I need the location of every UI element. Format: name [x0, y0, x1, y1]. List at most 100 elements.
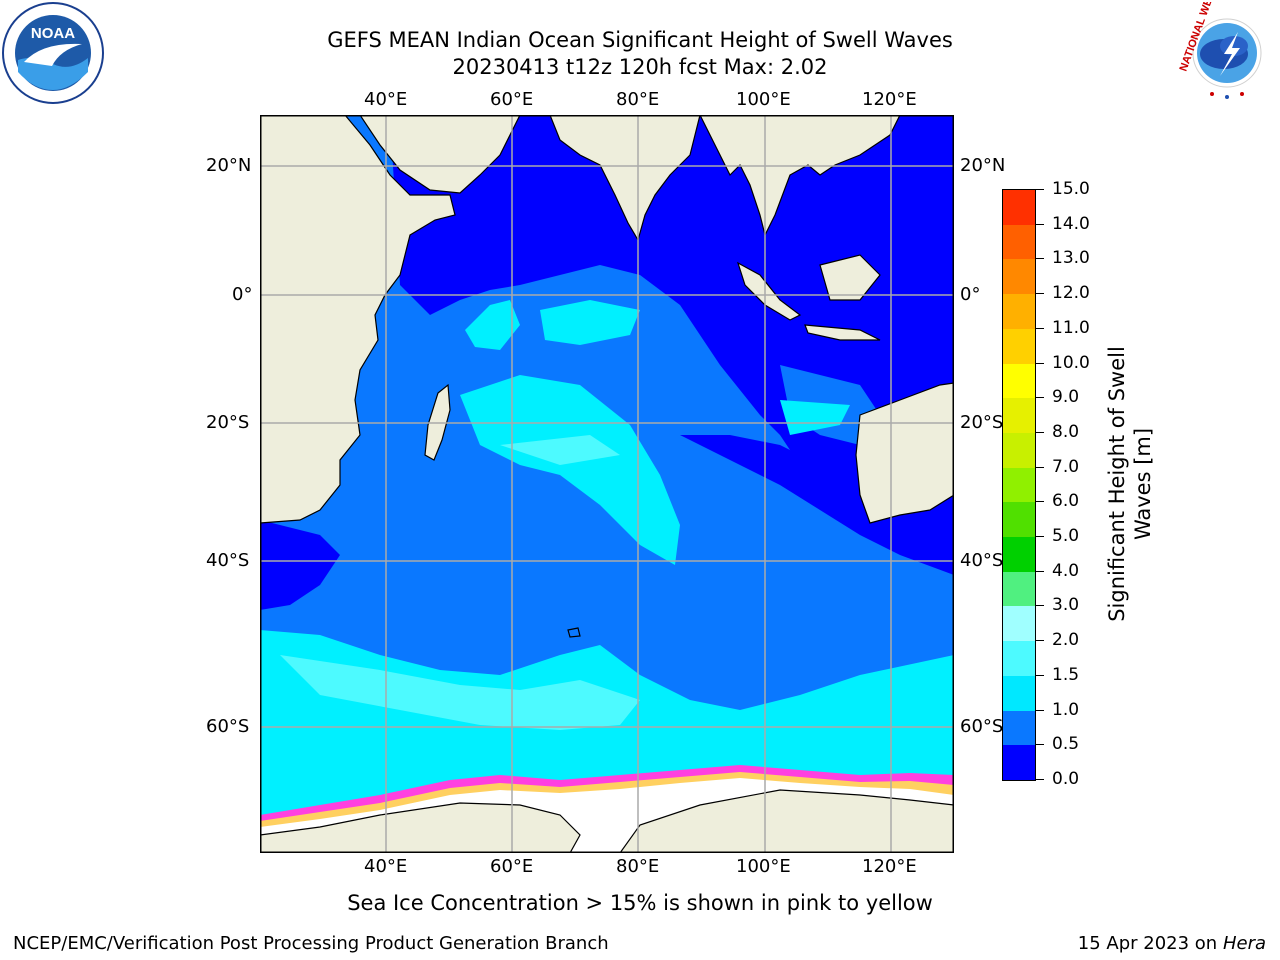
- colorbar-segment: [1003, 745, 1035, 780]
- colorbar-tick-label: 14.0: [1052, 213, 1090, 234]
- map-frame: [260, 115, 954, 853]
- footer-right: 15 Apr 2023 on Hera: [1078, 933, 1266, 954]
- lon-label-top-40e: 40°E: [364, 89, 408, 110]
- cyan-patch-2: [540, 300, 640, 345]
- colorbar-tick-mark: [1036, 397, 1044, 399]
- lat-label-left-20s: 20°S: [206, 412, 250, 433]
- map-svg: [259, 114, 955, 854]
- lat-label-left-0: 0°: [232, 284, 253, 305]
- colorbar-tick-label: 4.0: [1052, 560, 1080, 581]
- colorbar-tick-mark: [1036, 640, 1044, 642]
- sumatra-land: [736, 261, 802, 321]
- lat-label-left-60s: 60°S: [206, 716, 250, 737]
- cyan-patch-east: [780, 400, 850, 435]
- colorbar-segment: [1003, 432, 1035, 468]
- lon-label-top-80e: 80°E: [616, 89, 660, 110]
- colorbar-tick-mark: [1036, 570, 1044, 572]
- chart-title-line1: GEFS MEAN Indian Ocean Significant Heigh…: [327, 28, 953, 52]
- arabia-land: [358, 114, 521, 194]
- colorbar-tick-mark: [1036, 258, 1044, 260]
- colorbar-tick-mark: [1036, 362, 1044, 364]
- colorbar-label-line2: Waves [m]: [1131, 427, 1155, 541]
- colorbar-tick-mark: [1036, 605, 1044, 607]
- map-gridlines: [260, 115, 954, 853]
- colorbar-tick-label: 6.0: [1052, 491, 1080, 512]
- colorbar-segment: [1003, 328, 1035, 364]
- java-land: [804, 324, 881, 341]
- colorbar-tick-label: 1.5: [1052, 664, 1080, 685]
- lon-label-top-120e: 120°E: [862, 89, 917, 110]
- colorbar-tick-label: 5.0: [1052, 526, 1080, 547]
- colorbar-tick-mark: [1036, 327, 1044, 329]
- colorbar-segment: [1003, 675, 1035, 711]
- colorbar-tick-mark: [1036, 431, 1044, 433]
- lon-label-bottom-120e: 120°E: [862, 856, 917, 877]
- colorbar-tick-label: 8.0: [1052, 421, 1080, 442]
- colorbar-tick-mark: [1036, 779, 1044, 780]
- colorbar-segment: [1003, 190, 1035, 225]
- low-swell-north: [390, 115, 954, 555]
- lon-label-bottom-100e: 100°E: [736, 856, 791, 877]
- map-panel: [259, 114, 955, 854]
- colorbar-segment: [1003, 467, 1035, 503]
- lon-label-top-100e: 100°E: [736, 89, 791, 110]
- colorbar-segment: [1003, 571, 1035, 607]
- footer-left: NCEP/EMC/Verification Post Processing Pr…: [13, 933, 609, 954]
- chart-title-line2: 20230413 t12z 120h fcst Max: 2.02: [452, 55, 828, 79]
- colorbar-tick-mark: [1036, 293, 1044, 295]
- lat-label-right-0: 0°: [960, 284, 981, 305]
- colorbar-segment: [1003, 502, 1035, 538]
- noaa-logo: NOAA: [2, 2, 104, 104]
- colorbar-segment: [1003, 606, 1035, 642]
- colorbar-tick-mark: [1036, 744, 1044, 746]
- lon-label-bottom-80e: 80°E: [616, 856, 660, 877]
- sea-ice-caption: Sea Ice Concentration > 15% is shown in …: [347, 891, 933, 915]
- colorbar-segment: [1003, 363, 1035, 399]
- lat-label-right-40s: 40°S: [960, 550, 1004, 571]
- se-asia-land: [699, 114, 901, 237]
- colorbar-label-line1: Significant Height of Swell: [1105, 346, 1129, 622]
- colorbar-tick-label: 0.5: [1052, 734, 1080, 755]
- colorbar-tick-label: 7.0: [1052, 456, 1080, 477]
- footer-host: Hera: [1222, 933, 1266, 954]
- colorbar-segment: [1003, 641, 1035, 676]
- colorbar-tick-mark: [1036, 223, 1044, 225]
- colorbar-segment: [1003, 259, 1035, 295]
- colorbar-tick-mark: [1036, 466, 1044, 468]
- colorbar-tick-mark: [1036, 536, 1044, 538]
- nws-logo: NATIONAL WEATHER SERVICE: [1176, 0, 1278, 104]
- colorbar-tick-mark: [1036, 674, 1044, 676]
- footer-date: 15 Apr 2023 on: [1077, 933, 1223, 954]
- colorbar-segment: [1003, 294, 1035, 329]
- colorbar-tick-label: 12.0: [1052, 283, 1090, 304]
- cyan-light-south: [280, 655, 640, 730]
- lat-label-left-20n: 20°N: [206, 155, 252, 176]
- lat-label-right-20n: 20°N: [960, 155, 1006, 176]
- lon-label-top-60e: 60°E: [490, 89, 534, 110]
- colorbar-tick-label: 10.0: [1052, 352, 1090, 373]
- colorbar-tick-mark: [1036, 501, 1044, 503]
- colorbar-segment: [1003, 710, 1035, 746]
- colorbar-tick-label: 15.0: [1052, 179, 1090, 199]
- lon-label-bottom-40e: 40°E: [364, 856, 408, 877]
- cyan-light-patch: [500, 435, 620, 465]
- colorbar-tick-label: 1.0: [1052, 699, 1080, 720]
- colorbar-segment: [1003, 224, 1035, 260]
- australia-land: [855, 382, 955, 524]
- low-swell-southwest: [260, 520, 340, 610]
- colorbar-segment: [1003, 398, 1035, 433]
- colorbar: [1002, 189, 1036, 781]
- lon-label-bottom-60e: 60°E: [490, 856, 534, 877]
- colorbar-tick-label: 13.0: [1052, 248, 1090, 269]
- colorbar-tick-label: 2.0: [1052, 630, 1080, 651]
- colorbar-tick-label: 11.0: [1052, 317, 1090, 338]
- colorbar-tick-mark: [1036, 189, 1044, 190]
- colorbar-tick-label: 3.0: [1052, 595, 1080, 616]
- colorbar-tick-mark: [1036, 709, 1044, 711]
- lat-label-right-20s: 20°S: [960, 412, 1004, 433]
- kerguelen-island: [567, 627, 581, 638]
- colorbar-segment: [1003, 537, 1035, 572]
- colorbar-tick-label: 0.0: [1052, 769, 1080, 789]
- cyan-patch-1: [465, 300, 520, 350]
- low-swell-band: [680, 435, 954, 575]
